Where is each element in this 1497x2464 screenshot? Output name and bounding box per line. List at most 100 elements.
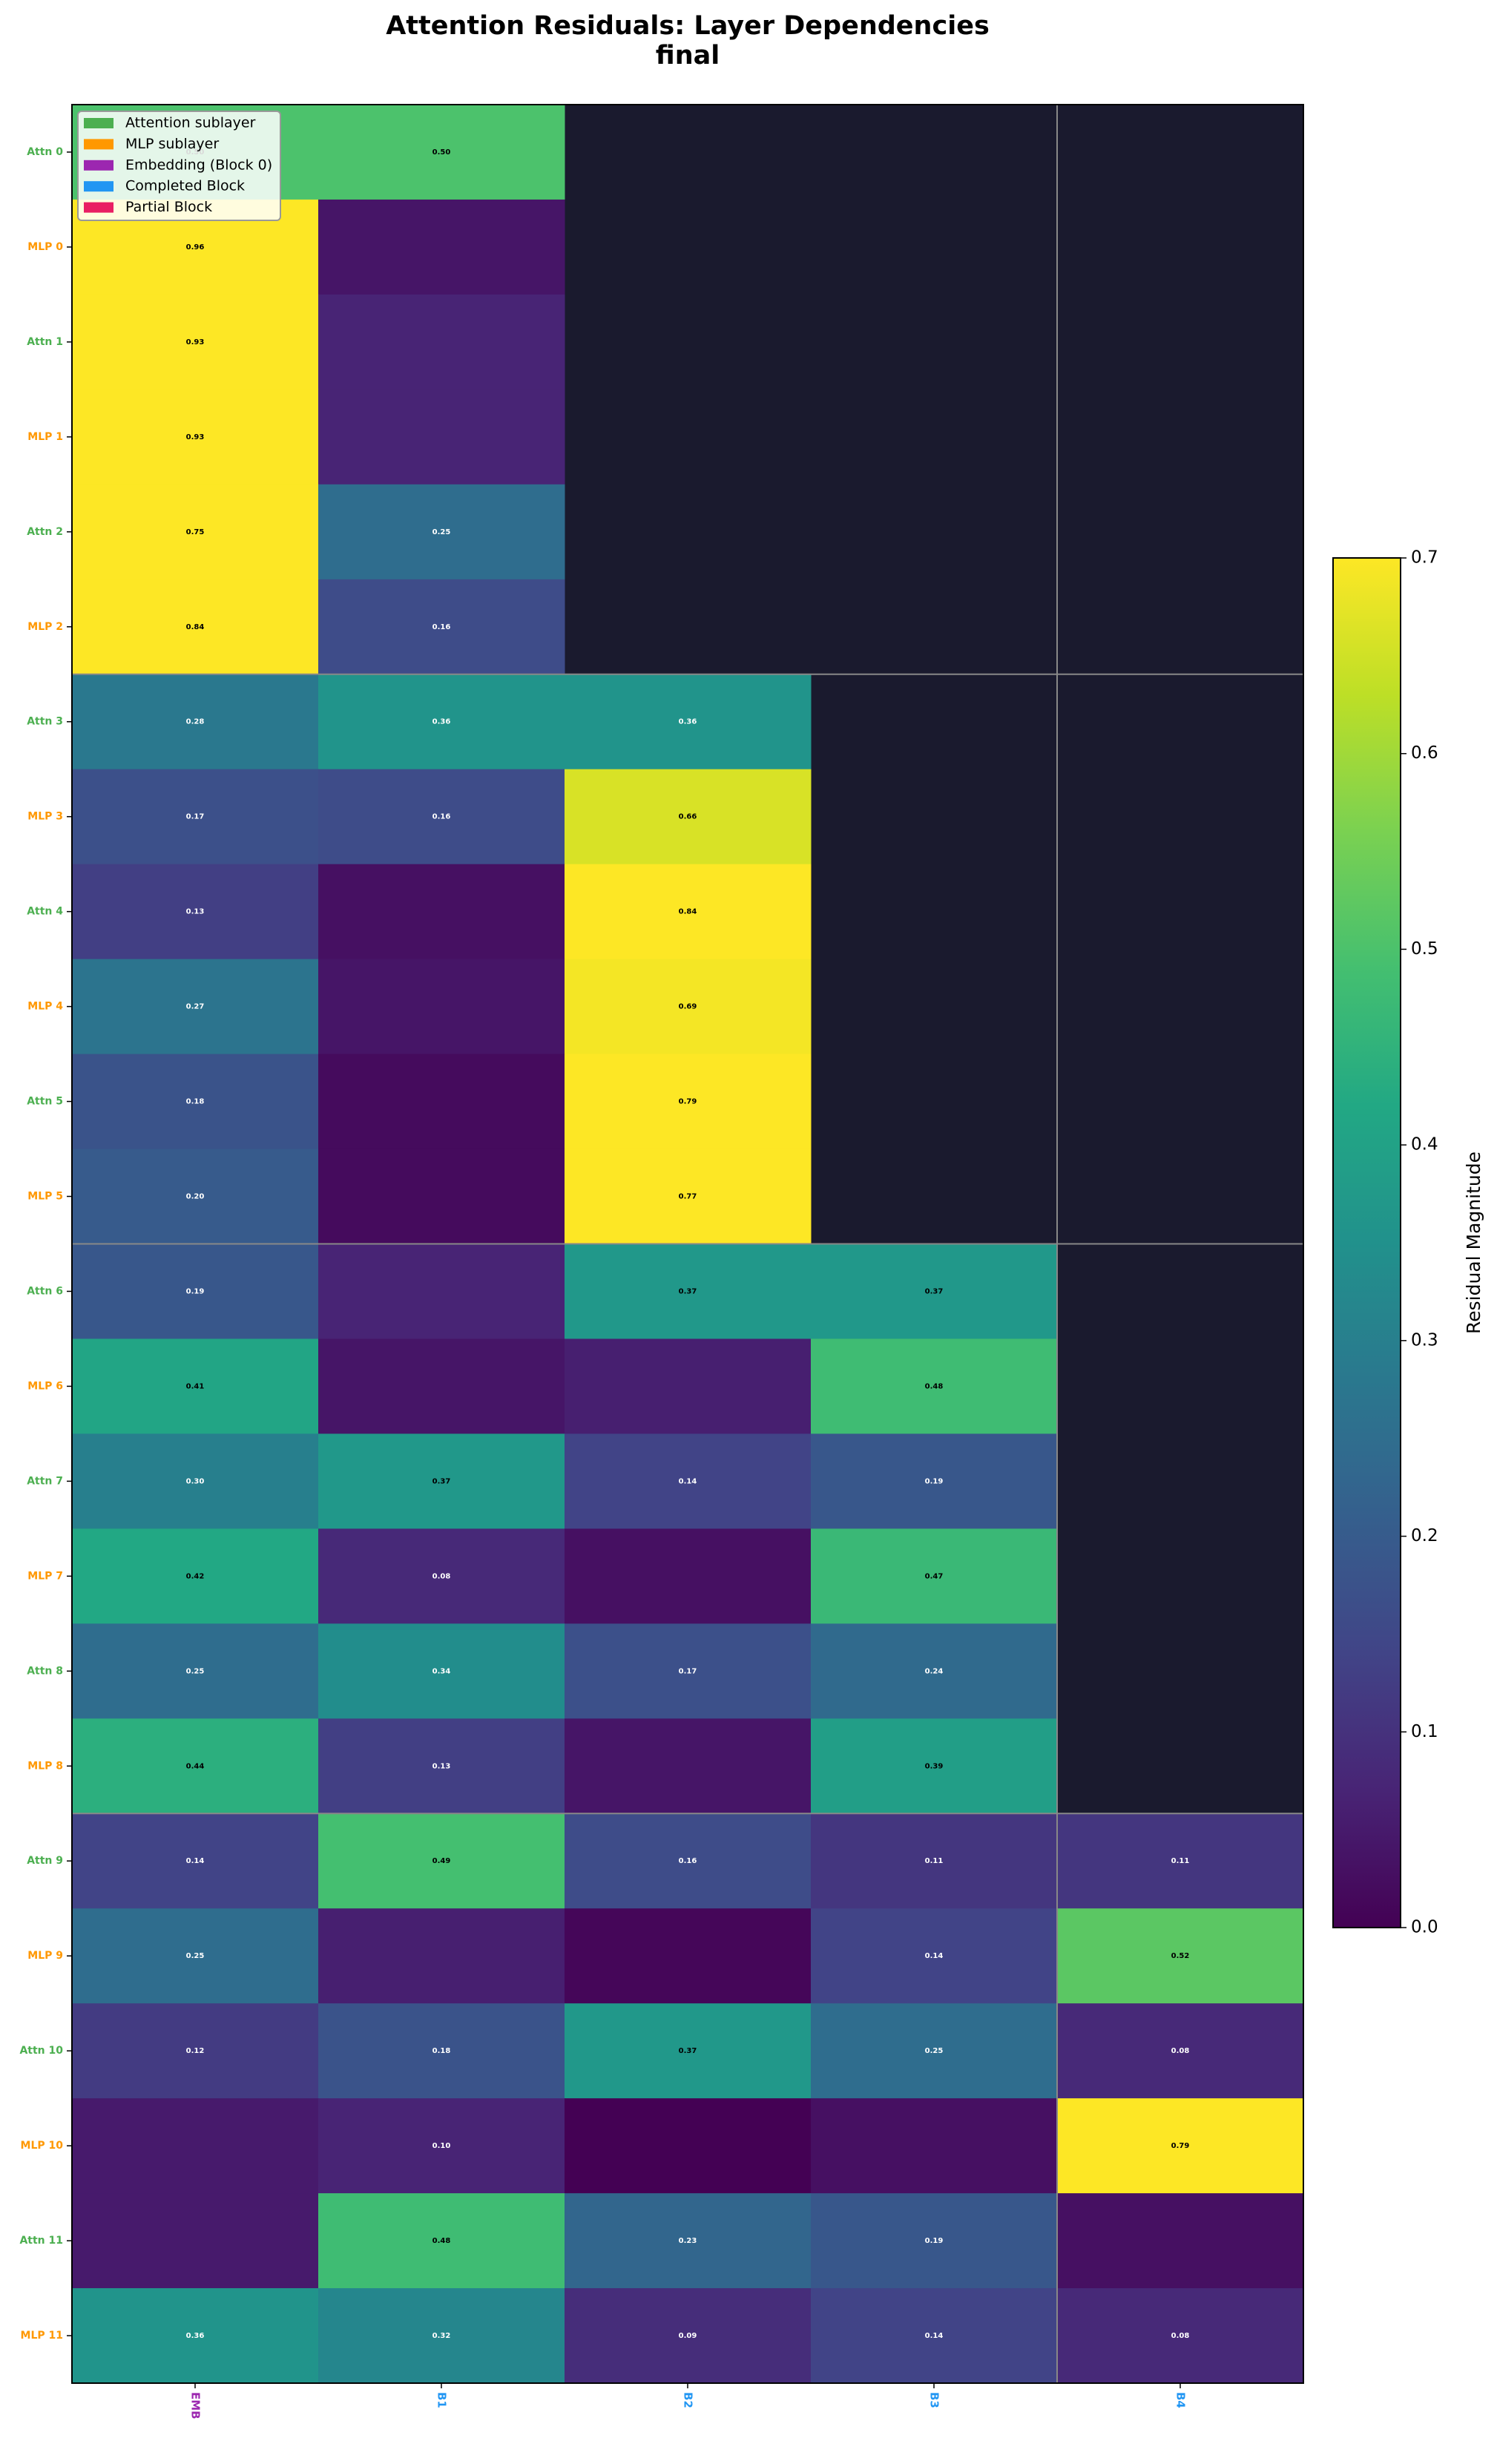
- column-label: B3: [928, 2392, 941, 2408]
- legend-label: Attention sublayer: [125, 115, 256, 131]
- heatmap-cell: [565, 2098, 812, 2194]
- heatmap-cell: [72, 1718, 319, 1814]
- cell-label: 0.37: [432, 1477, 451, 1485]
- cell-label: 0.19: [186, 1287, 205, 1295]
- heatmap-cell: [72, 1433, 319, 1529]
- cell-label: 0.37: [679, 1287, 697, 1295]
- heatmap-cell: [72, 294, 319, 390]
- cell-label: 0.66: [679, 813, 697, 821]
- heatmap-cell: [811, 1244, 1058, 1339]
- row-label: MLP 5: [27, 1191, 63, 1203]
- heatmap-cell: [565, 1908, 812, 2004]
- heatmap-cell: [811, 1813, 1058, 1909]
- heatmap-cell: [565, 1433, 812, 1529]
- heatmap-cell: [565, 2003, 812, 2099]
- row-label: Attn 1: [27, 336, 63, 348]
- cell-label: 0.37: [679, 2047, 697, 2055]
- cell-label: 0.48: [925, 1382, 944, 1390]
- heatmap-cell: [811, 1338, 1058, 1434]
- cell-label: 0.75: [186, 528, 205, 536]
- cell-label: 0.09: [679, 2332, 697, 2340]
- row-label: Attn 11: [19, 2235, 63, 2247]
- row-label: MLP 2: [27, 621, 63, 633]
- heatmap-cell: [318, 389, 565, 485]
- heatmap-cell: [72, 769, 319, 865]
- cell-label: 0.14: [925, 2332, 944, 2340]
- row-label: MLP 7: [27, 1570, 63, 1582]
- legend-label: MLP sublayer: [125, 136, 219, 152]
- heatmap-cell: [318, 105, 565, 200]
- row-label: Attn 8: [27, 1665, 63, 1677]
- heatmap-cell: [318, 1623, 565, 1719]
- heatmap-cell: [1057, 1908, 1304, 2004]
- cell-label: 0.49: [432, 1857, 451, 1865]
- heatmap-cell: [565, 1623, 812, 1719]
- heatmap-cell: [318, 674, 565, 770]
- cell-label: 0.79: [1171, 2142, 1190, 2150]
- cell-label: 0.52: [1171, 1952, 1190, 1960]
- cell-label: 0.08: [432, 1572, 451, 1580]
- heatmap-cell: [72, 2003, 319, 2099]
- column-label: B2: [682, 2392, 695, 2408]
- cell-label: 0.14: [679, 1477, 697, 1485]
- cell-label: 0.23: [679, 2237, 697, 2245]
- heatmap-cell: [318, 484, 565, 580]
- row-label: Attn 9: [27, 1855, 63, 1867]
- cell-label: 0.17: [679, 1667, 697, 1675]
- heatmap-cell: [811, 1433, 1058, 1529]
- colorbar-label: Residual Magnitude: [1463, 1151, 1484, 1334]
- cell-label: 0.42: [186, 1572, 205, 1580]
- cell-label: 0.44: [186, 1762, 205, 1770]
- cell-label: 0.08: [1171, 2047, 1190, 2055]
- cell-label: 0.14: [186, 1857, 205, 1865]
- row-label: MLP 3: [27, 811, 63, 823]
- cell-label: 0.24: [925, 1667, 944, 1675]
- cell-label: 0.69: [679, 1003, 697, 1011]
- cell-label: 0.34: [432, 1667, 451, 1675]
- cell-label: 0.36: [679, 718, 697, 726]
- colorbar-tick-label: 0.1: [1411, 1722, 1438, 1741]
- cell-label: 0.32: [432, 2332, 451, 2340]
- row-label: MLP 10: [21, 2140, 64, 2152]
- legend-label: Completed Block: [125, 178, 245, 194]
- cell-label: 0.39: [925, 1762, 944, 1770]
- cell-label: 0.96: [186, 243, 205, 252]
- heatmap-cell: [1057, 2098, 1304, 2194]
- cell-label: 0.17: [186, 813, 205, 821]
- heatmap-cell: [811, 1623, 1058, 1719]
- cell-label: 0.18: [432, 2047, 451, 2055]
- heatmap-cell: [565, 1149, 812, 1244]
- cell-label: 0.13: [186, 908, 205, 916]
- chart-subtitle: final: [656, 41, 720, 70]
- heatmap-cell: [318, 199, 565, 295]
- cell-label: 0.11: [925, 1857, 944, 1865]
- heatmap-cell: [72, 579, 319, 675]
- heatmap-cell: [72, 2193, 319, 2289]
- heatmap-cell: [318, 1338, 565, 1434]
- heatmap-cell: [318, 1813, 565, 1909]
- row-label: Attn 10: [19, 2045, 63, 2057]
- heatmap-cell: [318, 2193, 565, 2289]
- legend-swatch: [84, 160, 113, 171]
- row-label: MLP 1: [27, 431, 63, 443]
- legend-box: [77, 111, 281, 221]
- cell-label: 0.30: [186, 1477, 205, 1485]
- heatmap-cell: [72, 1149, 319, 1244]
- cell-label: 0.25: [432, 528, 451, 536]
- cell-label: 0.19: [925, 2237, 944, 2245]
- legend-swatch: [84, 202, 113, 213]
- cell-label: 0.79: [679, 1098, 697, 1106]
- heatmap-cell: [318, 1244, 565, 1339]
- heatmap-cell: [318, 864, 565, 960]
- heatmap-cell: [565, 1718, 812, 1814]
- heatmap-cell: [318, 959, 565, 1055]
- heatmap-cell: [565, 674, 812, 770]
- cell-label: 0.47: [925, 1572, 944, 1580]
- legend-swatch: [84, 181, 113, 192]
- heatmap-cell: [318, 769, 565, 865]
- heatmap-cell: [318, 1149, 565, 1244]
- heatmap-cell: [565, 959, 812, 1055]
- cell-label: 0.25: [925, 2047, 944, 2055]
- cell-label: 0.18: [186, 1098, 205, 1106]
